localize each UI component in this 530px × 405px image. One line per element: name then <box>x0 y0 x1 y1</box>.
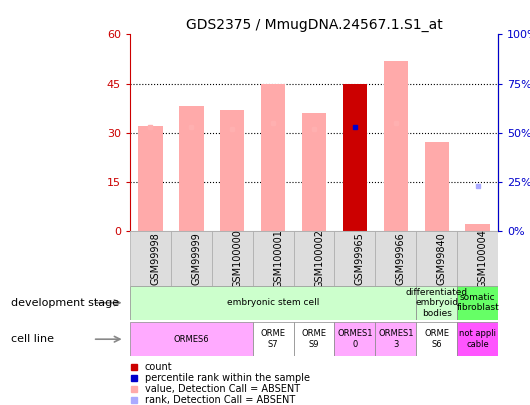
FancyBboxPatch shape <box>417 286 457 320</box>
Title: GDS2375 / MmugDNA.24567.1.S1_at: GDS2375 / MmugDNA.24567.1.S1_at <box>186 18 443 32</box>
Text: count: count <box>145 362 172 372</box>
Text: ORME
S7: ORME S7 <box>261 330 286 349</box>
Text: GSM100004: GSM100004 <box>478 229 488 288</box>
Text: GSM99966: GSM99966 <box>396 232 406 285</box>
Text: rank, Detection Call = ABSENT: rank, Detection Call = ABSENT <box>145 395 295 405</box>
Bar <box>384 61 408 231</box>
Text: GSM100001: GSM100001 <box>273 229 283 288</box>
Text: GSM100000: GSM100000 <box>232 229 242 288</box>
Text: ORME
S9: ORME S9 <box>302 330 326 349</box>
FancyBboxPatch shape <box>457 322 498 356</box>
Text: development stage: development stage <box>11 298 119 308</box>
FancyBboxPatch shape <box>417 322 457 356</box>
Text: value, Detection Call = ABSENT: value, Detection Call = ABSENT <box>145 384 299 394</box>
Text: percentile rank within the sample: percentile rank within the sample <box>145 373 310 383</box>
Bar <box>425 143 449 231</box>
Text: ORMES1
3: ORMES1 3 <box>378 330 413 349</box>
Text: ORME
S6: ORME S6 <box>425 330 449 349</box>
FancyBboxPatch shape <box>130 322 253 356</box>
Bar <box>179 107 204 231</box>
Text: differentiated
embryoid
bodies: differentiated embryoid bodies <box>406 288 468 318</box>
FancyBboxPatch shape <box>130 286 417 320</box>
FancyBboxPatch shape <box>253 322 294 356</box>
FancyBboxPatch shape <box>171 231 211 286</box>
Text: somatic
fibroblast: somatic fibroblast <box>456 293 499 312</box>
FancyBboxPatch shape <box>457 286 498 320</box>
Bar <box>302 113 326 231</box>
FancyBboxPatch shape <box>130 231 171 286</box>
FancyBboxPatch shape <box>211 231 253 286</box>
Text: GSM99999: GSM99999 <box>191 232 201 285</box>
Text: GSM99840: GSM99840 <box>437 232 447 285</box>
Text: GSM100002: GSM100002 <box>314 229 324 288</box>
FancyBboxPatch shape <box>375 322 417 356</box>
Text: GSM99965: GSM99965 <box>355 232 365 285</box>
FancyBboxPatch shape <box>457 231 498 286</box>
FancyBboxPatch shape <box>417 231 457 286</box>
Bar <box>343 83 367 231</box>
Bar <box>138 126 163 231</box>
FancyBboxPatch shape <box>253 231 294 286</box>
FancyBboxPatch shape <box>334 231 375 286</box>
FancyBboxPatch shape <box>334 322 375 356</box>
FancyBboxPatch shape <box>294 231 334 286</box>
FancyBboxPatch shape <box>375 231 417 286</box>
Bar <box>261 83 285 231</box>
Text: ORMES1
0: ORMES1 0 <box>337 330 373 349</box>
Text: embryonic stem cell: embryonic stem cell <box>227 298 319 307</box>
FancyBboxPatch shape <box>294 322 334 356</box>
Text: not appli
cable: not appli cable <box>459 330 496 349</box>
Text: GSM99998: GSM99998 <box>151 232 160 285</box>
Text: cell line: cell line <box>11 334 54 344</box>
Bar <box>220 110 244 231</box>
Text: ORMES6: ORMES6 <box>173 335 209 344</box>
Bar <box>465 224 490 231</box>
